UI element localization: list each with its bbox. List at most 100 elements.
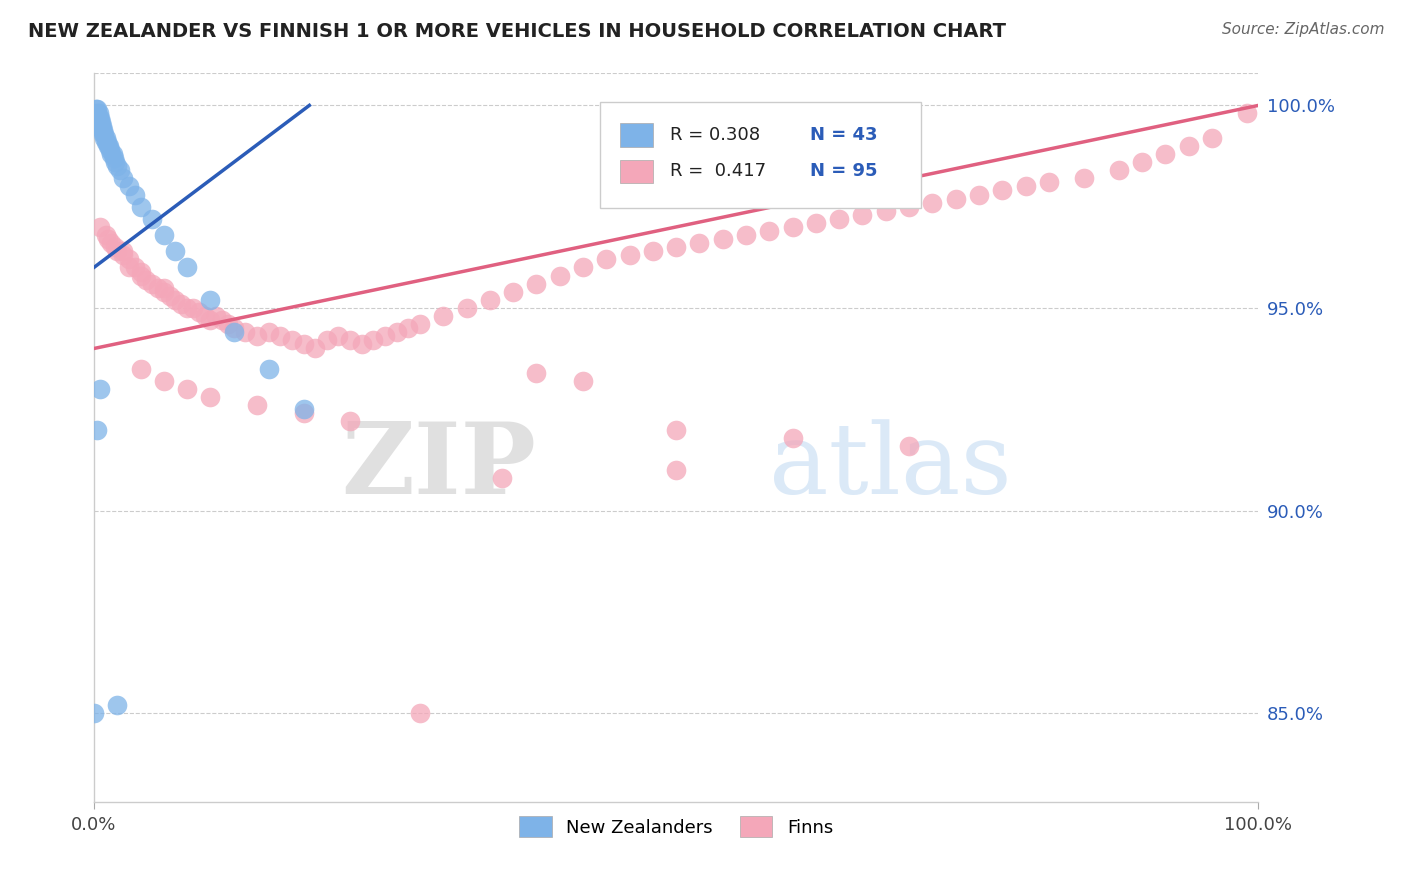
Point bbox=[1236, 106, 1258, 120]
Text: NEW ZEALANDER VS FINNISH 1 OR MORE VEHICLES IN HOUSEHOLD CORRELATION CHART: NEW ZEALANDER VS FINNISH 1 OR MORE VEHIC… bbox=[28, 22, 1007, 41]
Point bbox=[112, 244, 135, 259]
Point bbox=[146, 281, 169, 295]
Point bbox=[735, 228, 758, 243]
Point bbox=[991, 184, 1014, 198]
Point bbox=[124, 187, 146, 202]
Point bbox=[135, 272, 157, 286]
Point bbox=[396, 321, 419, 335]
Point bbox=[233, 326, 256, 340]
Point bbox=[828, 211, 851, 226]
Point bbox=[193, 309, 215, 323]
Point bbox=[83, 706, 105, 720]
Point bbox=[152, 374, 174, 388]
Point bbox=[104, 240, 127, 254]
Point bbox=[200, 390, 222, 404]
Point bbox=[898, 439, 921, 453]
Point bbox=[875, 203, 897, 218]
Point bbox=[595, 252, 617, 267]
Point bbox=[84, 103, 107, 117]
Point bbox=[711, 232, 734, 246]
Point bbox=[100, 147, 122, 161]
Point bbox=[96, 135, 118, 149]
Point bbox=[385, 326, 408, 340]
Point bbox=[804, 216, 827, 230]
Point bbox=[782, 431, 804, 445]
Point bbox=[170, 297, 193, 311]
Point bbox=[112, 171, 135, 186]
Point bbox=[129, 264, 152, 278]
Point bbox=[1038, 175, 1060, 189]
Point bbox=[97, 139, 120, 153]
Point bbox=[89, 219, 111, 234]
Text: N = 43: N = 43 bbox=[810, 126, 877, 144]
Point bbox=[217, 317, 239, 331]
Point bbox=[152, 281, 174, 295]
Point bbox=[86, 106, 108, 120]
Point bbox=[91, 127, 114, 141]
Point bbox=[93, 127, 115, 141]
Point bbox=[124, 260, 146, 275]
Point bbox=[478, 293, 501, 307]
Point bbox=[292, 337, 315, 351]
Point bbox=[91, 122, 114, 136]
Text: atlas: atlas bbox=[769, 419, 1012, 515]
Point bbox=[491, 471, 513, 485]
Point bbox=[641, 244, 664, 259]
Point bbox=[94, 228, 117, 243]
Point bbox=[105, 159, 128, 173]
Point bbox=[105, 244, 128, 259]
Point bbox=[118, 252, 141, 267]
Point bbox=[363, 334, 385, 348]
Point bbox=[91, 122, 114, 136]
Point bbox=[103, 151, 125, 165]
Point bbox=[374, 329, 396, 343]
Point bbox=[89, 111, 111, 125]
Point bbox=[112, 248, 135, 262]
Point bbox=[257, 326, 280, 340]
Point bbox=[782, 219, 804, 234]
Point bbox=[90, 119, 112, 133]
Point bbox=[688, 236, 710, 251]
Point bbox=[93, 130, 115, 145]
Point bbox=[200, 313, 222, 327]
Point bbox=[141, 211, 163, 226]
Point bbox=[619, 248, 641, 262]
Point bbox=[100, 236, 122, 251]
Point bbox=[108, 163, 131, 178]
Point bbox=[526, 366, 548, 380]
Point bbox=[339, 414, 361, 428]
Point bbox=[97, 232, 120, 246]
Point bbox=[129, 361, 152, 376]
Point bbox=[129, 268, 152, 283]
Point bbox=[152, 285, 174, 299]
Point bbox=[456, 301, 478, 315]
Point bbox=[222, 321, 245, 335]
Legend: New Zealanders, Finns: New Zealanders, Finns bbox=[512, 809, 841, 845]
Point bbox=[269, 329, 291, 343]
Point bbox=[526, 277, 548, 291]
Text: ZIP: ZIP bbox=[342, 418, 537, 516]
FancyBboxPatch shape bbox=[600, 103, 921, 208]
Text: R = 0.308: R = 0.308 bbox=[671, 126, 761, 144]
Point bbox=[350, 337, 373, 351]
Point bbox=[502, 285, 524, 299]
Point bbox=[1108, 163, 1130, 178]
Point bbox=[548, 268, 571, 283]
Point bbox=[409, 317, 432, 331]
Point bbox=[98, 139, 121, 153]
Point bbox=[945, 192, 967, 206]
Point bbox=[921, 195, 943, 210]
Point bbox=[1201, 130, 1223, 145]
Point bbox=[205, 309, 228, 323]
Text: Source: ZipAtlas.com: Source: ZipAtlas.com bbox=[1222, 22, 1385, 37]
Text: N = 95: N = 95 bbox=[810, 162, 877, 180]
Point bbox=[94, 130, 117, 145]
Point bbox=[1177, 139, 1199, 153]
Point bbox=[91, 119, 114, 133]
Bar bbox=[620, 123, 652, 146]
Point bbox=[176, 382, 198, 396]
Point bbox=[246, 398, 269, 412]
Point bbox=[86, 423, 108, 437]
Point bbox=[101, 147, 124, 161]
Point bbox=[90, 114, 112, 128]
